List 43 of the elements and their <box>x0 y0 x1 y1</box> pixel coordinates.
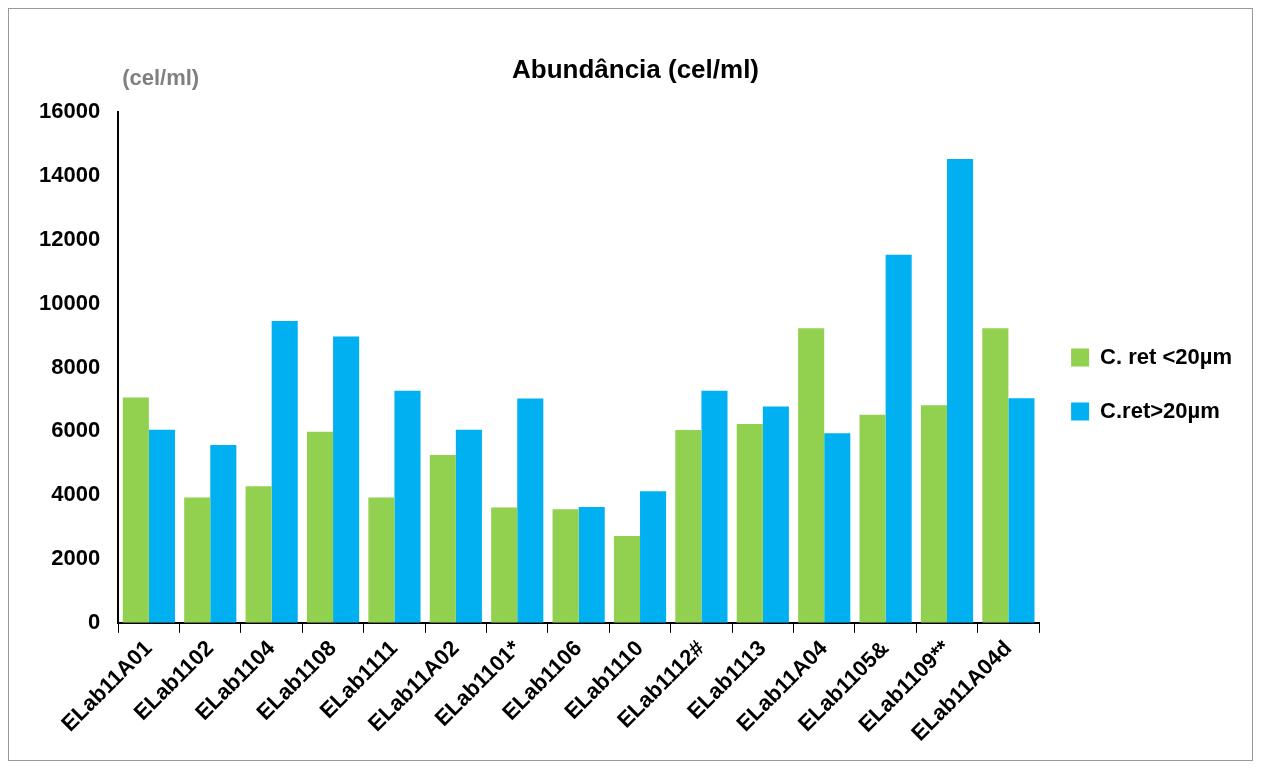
y-tick-label: 8000 <box>51 353 101 379</box>
bar <box>210 445 237 623</box>
bar <box>148 429 175 623</box>
legend-label: C.ret>20µm <box>1100 397 1220 423</box>
bar <box>368 497 395 623</box>
bar <box>306 431 334 623</box>
y-tick-label: 10000 <box>38 289 101 315</box>
bar <box>429 454 456 623</box>
y-tick-label: 4000 <box>51 481 101 507</box>
bar <box>798 328 825 623</box>
bar <box>859 414 886 623</box>
bar <box>736 423 763 623</box>
y-tick-label: 2000 <box>51 545 101 571</box>
bar <box>578 506 605 623</box>
bar <box>552 509 579 623</box>
y-tick-label: 14000 <box>38 162 101 188</box>
bar <box>245 486 272 623</box>
bar <box>1008 398 1035 623</box>
bar <box>885 254 912 623</box>
y-tick-label: 16000 <box>38 98 101 124</box>
bar <box>184 497 211 623</box>
chart-title: Abundância (cel/ml) <box>511 53 760 84</box>
bar <box>762 406 789 623</box>
bar <box>271 320 298 623</box>
bar <box>333 336 360 623</box>
bar <box>455 429 482 623</box>
bar <box>394 390 421 623</box>
bar <box>920 405 948 623</box>
y-tick-label: 12000 <box>38 225 101 251</box>
bar <box>613 536 641 623</box>
bar <box>982 328 1009 623</box>
bar <box>947 159 974 623</box>
bar <box>824 433 851 623</box>
bar <box>491 507 518 623</box>
bar <box>122 397 149 623</box>
y-axis-title: (cel/ml) <box>122 65 200 91</box>
y-tick-label: 6000 <box>51 417 101 443</box>
bar <box>675 430 702 623</box>
bar <box>517 398 544 623</box>
legend-label: C. ret <20µm <box>1100 343 1232 369</box>
y-tick-label: 0 <box>87 608 101 634</box>
bar <box>640 491 667 623</box>
bar <box>701 390 728 623</box>
